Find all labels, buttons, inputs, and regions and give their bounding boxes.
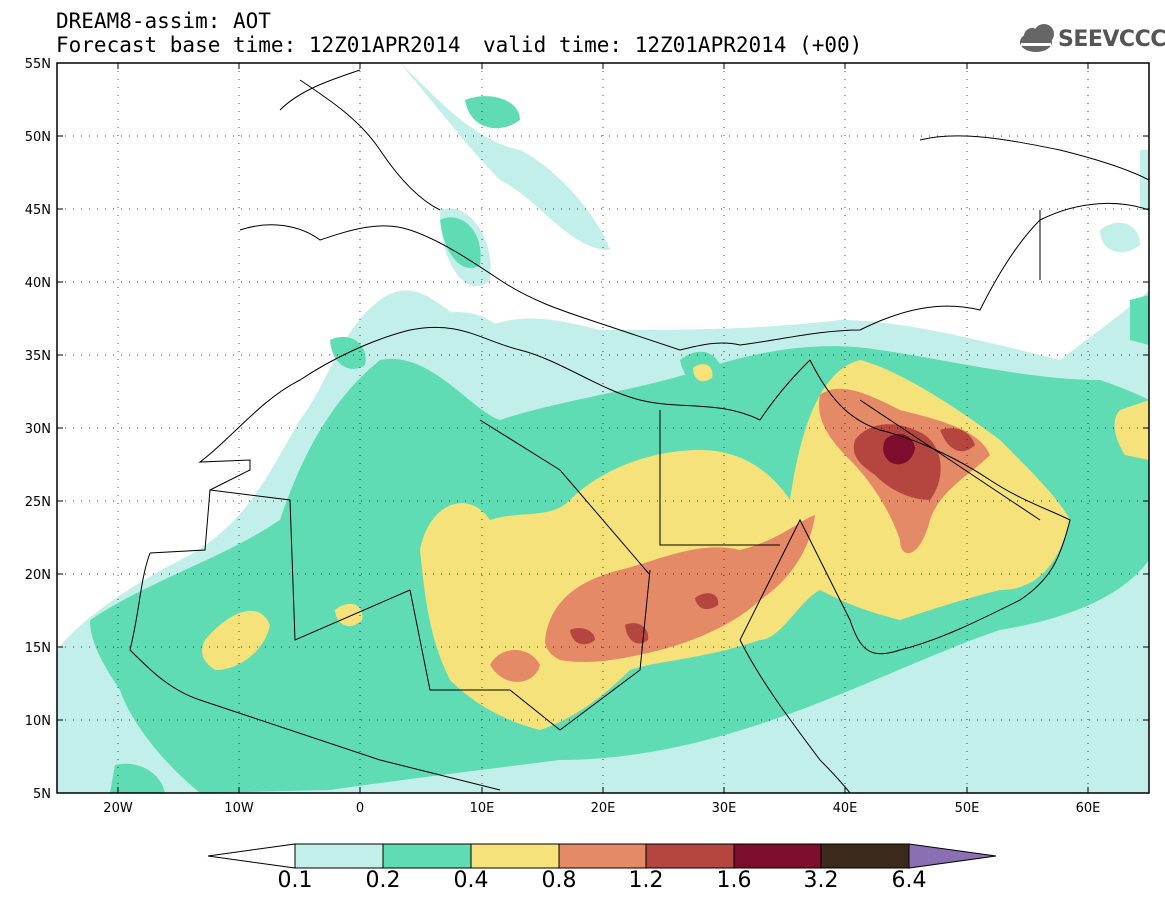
lat-label: 15N [25,641,51,656]
lon-label: 60E [1076,801,1101,816]
aot-band-1.6 [883,433,915,465]
colorbar-label: 0.2 [365,868,401,893]
colorbar [207,843,997,869]
lon-label: 0 [356,801,364,816]
lat-label: 40N [25,276,51,291]
colorbar-segment [382,843,472,869]
lat-ticks [57,62,1149,794]
colorbar-segment [820,843,910,869]
lat-label: 45N [25,203,51,218]
colorbar-segment [294,843,384,869]
colorbar-label: 0.4 [453,868,489,893]
colorbar-label: 0.1 [277,868,313,893]
lon-label: 10E [470,801,495,816]
lon-label: 30E [712,801,737,816]
lon-ticks [117,63,1089,793]
graticule [57,63,1149,793]
lat-label: 20N [25,568,51,583]
lon-label: 10W [224,801,254,816]
logo-text: SEEVCCC [1058,27,1165,52]
colorbar-segment [558,843,647,869]
lon-label: 40E [833,801,858,816]
lat-label: 25N [25,495,51,510]
forecast-base-time: Forecast base time: 12Z01APR2014 [56,33,461,57]
lat-label: 55N [25,57,51,72]
lat-label: 50N [25,130,51,145]
colorbar-label: 6.4 [891,868,927,893]
coastlines [129,69,1149,793]
colorbar-segment [645,843,735,869]
lon-label: 20E [591,801,616,816]
valid-time: valid time: 12Z01APR2014 (+00) [483,33,863,57]
map-title: DREAM8-assim: AOT [56,9,271,33]
colorbar-upper-arrow [908,843,997,869]
lat-label: 10N [25,714,51,729]
colorbar-label: 0.8 [541,868,577,893]
colorbar-label: 1.2 [628,868,664,893]
colorbar-segment [470,843,560,869]
lat-label: 30N [25,422,51,437]
lon-label: 50E [955,801,980,816]
lon-labels: 20W 10W 0 10E 20E 30E 40E 50E 60E [103,801,1100,816]
lon-label: 20W [103,801,133,816]
colorbar-segment [733,843,822,869]
lat-label: 5N [33,787,51,802]
lat-labels: 55N 50N 45N 40N 35N 30N 25N 20N 15N 10N … [25,57,51,802]
colorbar-label: 1.6 [716,868,752,893]
colorbar-lower-arrow [207,843,296,869]
colorbar-label: 3.2 [803,868,839,893]
lat-label: 35N [25,349,51,364]
cloud-icon [1020,24,1054,52]
